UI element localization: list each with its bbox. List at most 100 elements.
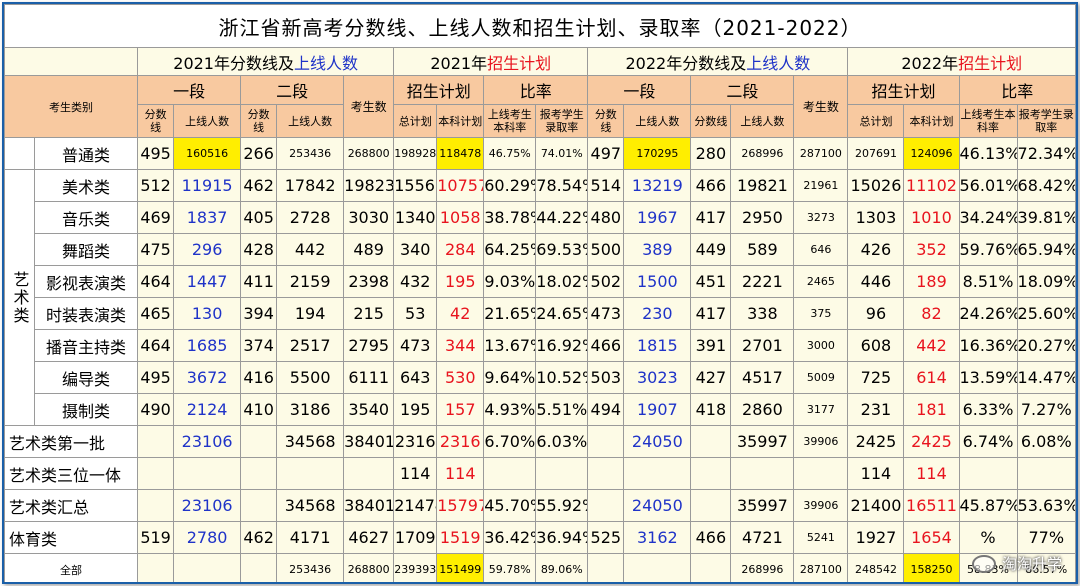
watermark-text: 淘淘升学	[1001, 555, 1062, 573]
cell-2021-5: 1340	[393, 201, 438, 234]
cell-2022-2	[690, 489, 732, 522]
cell-2022-1	[623, 553, 692, 582]
cell-2021-7: 45.70%	[483, 489, 537, 522]
cell-2021-7: 13.67%	[483, 329, 537, 362]
cell-2022-4: 3273	[793, 201, 849, 234]
cell-2022-5: 114	[847, 457, 905, 490]
cell-2022-5: 21400	[847, 489, 905, 522]
cell-2022-1: 170295	[623, 137, 692, 170]
group-2021-score: 2021年分数线及上线人数	[137, 47, 395, 76]
cell-2022-3: 2860	[730, 393, 795, 426]
cell-2021-3: 2517	[276, 329, 345, 362]
cell-2021-6: 1058	[436, 201, 485, 234]
table-body: 普通类 495 160516 266 253436 268800 198928 118478 4…	[4, 137, 1076, 582]
cell-2022-6: 114	[903, 457, 960, 490]
cell-2022-7: 6.33%	[958, 393, 1018, 426]
cell-2022-2: 466	[690, 521, 732, 554]
header-2022-shangxian-2: 上线人数	[730, 104, 795, 138]
cell-2021-4: 38401	[343, 489, 395, 522]
cell-2021-7: 59.78%	[483, 553, 537, 582]
cell-2021-8: 5.51%	[535, 393, 589, 426]
wechat-icon	[971, 554, 996, 573]
cell-2021-4: 268800	[343, 553, 395, 582]
cell-2021-2: 410	[240, 393, 278, 426]
cell-2022-8: 77%	[1016, 521, 1076, 554]
cell-2021-3: 4171	[276, 521, 345, 554]
header-2021-zhaosheng: 招生计划	[393, 75, 485, 105]
cell-2021-1: 23106	[173, 425, 242, 458]
cell-2021-3: 34568	[276, 489, 345, 522]
cell-2021-2: 394	[240, 297, 278, 330]
cell-2021-1: 11915	[173, 169, 242, 202]
cell-2021-4: 6111	[343, 361, 395, 394]
row-category: 编导类	[34, 361, 139, 394]
cell-2021-8: 16.92%	[535, 329, 589, 362]
cell-2022-2: 280	[690, 137, 732, 170]
cell-2021-4: 268800	[343, 137, 395, 170]
header-2022-zong: 总计划	[847, 104, 905, 138]
header-2022-yiduan: 一段	[587, 75, 692, 105]
cell-2021-3: 17842	[276, 169, 345, 202]
cell-2021-1: 1685	[173, 329, 242, 362]
cell-2022-1: 230	[623, 297, 692, 330]
cell-2022-1: 13219	[623, 169, 692, 202]
row-category: 艺术类三位一体	[4, 457, 139, 490]
cell-2021-4: 38401	[343, 425, 395, 458]
cell-2022-6: 614	[903, 361, 960, 394]
header-2021-yiduan: 一段	[137, 75, 242, 105]
cell-2022-0: 503	[587, 361, 625, 394]
cell-2022-6: 124096	[903, 137, 960, 170]
cell-2022-5: 1303	[847, 201, 905, 234]
header-2021-fenshuxian-1: 分数线	[137, 104, 175, 138]
cell-2021-7: 60.29%	[483, 169, 537, 202]
header-2022-kaoshengshu: 考生数	[793, 75, 849, 138]
cell-2021-6: 10757	[436, 169, 485, 202]
table-row: 体育类5192780462417146271709151936.42%36.94…	[4, 521, 1076, 554]
cell-2021-5: 53	[393, 297, 438, 330]
group-2021-plan: 2021年招生计划	[393, 47, 589, 76]
cell-2022-1	[623, 457, 692, 490]
cell-2022-6: 11102	[903, 169, 960, 202]
header-2022-fenshuxian-2: 分数线	[690, 104, 732, 138]
cell-2022-5: 725	[847, 361, 905, 394]
cell-2021-0	[137, 425, 175, 458]
cell-2021-5: 432	[393, 265, 438, 298]
cell-2022-6: 16511	[903, 489, 960, 522]
cell-2021-6: 195	[436, 265, 485, 298]
cell-2022-5: 446	[847, 265, 905, 298]
cell-2022-0: 494	[587, 393, 625, 426]
cell-2022-2: 451	[690, 265, 732, 298]
cell-2021-7: 46.75%	[483, 137, 537, 170]
cell-2022-4: 39906	[793, 425, 849, 458]
cell-2021-2	[240, 425, 278, 458]
cell-2022-4: 3000	[793, 329, 849, 362]
header-2022-bklv: 上线考生本科率	[958, 104, 1018, 138]
cell-2021-3: 5500	[276, 361, 345, 394]
cell-2022-5: 248542	[847, 553, 905, 582]
header-2022-erduan: 二段	[690, 75, 795, 105]
cell-2022-3: 19821	[730, 169, 795, 202]
cell-2021-2: 462	[240, 169, 278, 202]
cell-2022-0	[587, 457, 625, 490]
header-2021-fenshuxian-2: 分数线	[240, 104, 278, 138]
cell-2022-4: 5009	[793, 361, 849, 394]
row-category: 时装表演类	[34, 297, 139, 330]
header-2022-bilv: 比率	[958, 75, 1076, 105]
cell-2021-4: 2398	[343, 265, 395, 298]
cell-2022-7: 6.74%	[958, 425, 1018, 458]
cell-2021-7: 38.78%	[483, 201, 537, 234]
table-row: 艺术类美术类512119154621784219823155681075760.…	[4, 169, 1076, 426]
cell-2021-7: 9.64%	[483, 361, 537, 394]
cell-2022-1: 1967	[623, 201, 692, 234]
cell-2021-8	[535, 457, 589, 490]
cell-2022-3: 268996	[730, 553, 795, 582]
table-row: 艺术类汇总 23106 3456838401214741579745.70%55.9…	[4, 489, 1076, 522]
cell-2021-4: 3030	[343, 201, 395, 234]
cell-2022-3: 4517	[730, 361, 795, 394]
cell-2022-4: 375	[793, 297, 849, 330]
cell-2021-7: 9.03%	[483, 265, 537, 298]
cell-2022-0: 466	[587, 329, 625, 362]
cell-2021-2	[240, 457, 278, 490]
row-category: 艺术类第一批	[4, 425, 139, 458]
cell-2022-3: 589	[730, 233, 795, 266]
